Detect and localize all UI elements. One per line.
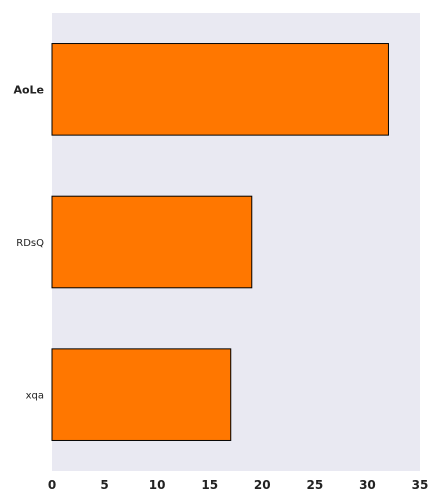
y-tick-label-xqa: xqa — [26, 391, 44, 402]
x-tick-label-5: 5 — [100, 478, 108, 492]
x-tick-label-0: 0 — [48, 478, 56, 492]
x-tick-label-20: 20 — [254, 478, 271, 492]
bar-xqa — [52, 349, 231, 441]
y-axis-tick-labels: AoLe RDsQ xqa — [13, 83, 44, 401]
x-tick-label-25: 25 — [307, 478, 324, 492]
y-tick-label-rdsq: RDsQ — [16, 238, 44, 249]
x-tick-label-10: 10 — [149, 478, 166, 492]
x-tick-label-35: 35 — [412, 478, 429, 492]
bar-aole — [52, 44, 388, 136]
x-tick-label-15: 15 — [201, 478, 218, 492]
y-tick-label-aole: AoLe — [13, 83, 44, 96]
x-axis-tick-labels: 0 5 10 15 20 25 30 35 — [48, 478, 429, 492]
x-tick-label-30: 30 — [359, 478, 376, 492]
bar-rdsq — [52, 196, 252, 288]
